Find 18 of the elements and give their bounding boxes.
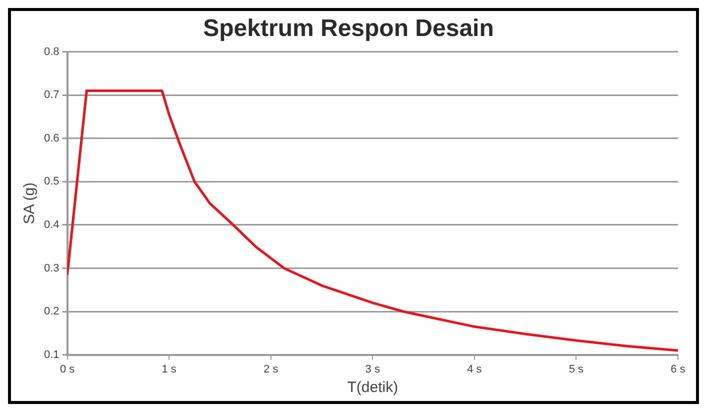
x-tick-label: 0 s — [60, 363, 76, 376]
x-tick-label: 4 s — [467, 363, 482, 376]
y-tick-label: 0.5 — [44, 176, 60, 188]
x-tick-label: 6 s — [670, 363, 686, 376]
chart-title: Spektrum Respon Desain — [203, 15, 494, 42]
x-tick-label: 3 s — [365, 363, 380, 376]
y-tick-label: 0.2 — [44, 306, 60, 318]
x-tick-label: 5 s — [568, 363, 584, 376]
y-tick-label: 0.4 — [44, 218, 60, 231]
y-tick-label: 0.8 — [44, 46, 60, 58]
x-tick-label: 1 s — [162, 363, 177, 376]
y-tick-label: 0.6 — [44, 132, 60, 144]
y-tick-label: 0.3 — [44, 262, 60, 274]
x-axis-title: T(detik) — [347, 379, 398, 396]
y-tick-label: 0.1 — [44, 348, 60, 361]
y-tick-label: 0.7 — [44, 89, 60, 102]
x-tick-label: 2 s — [264, 363, 279, 376]
y-axis-title: SA (g) — [21, 182, 38, 224]
